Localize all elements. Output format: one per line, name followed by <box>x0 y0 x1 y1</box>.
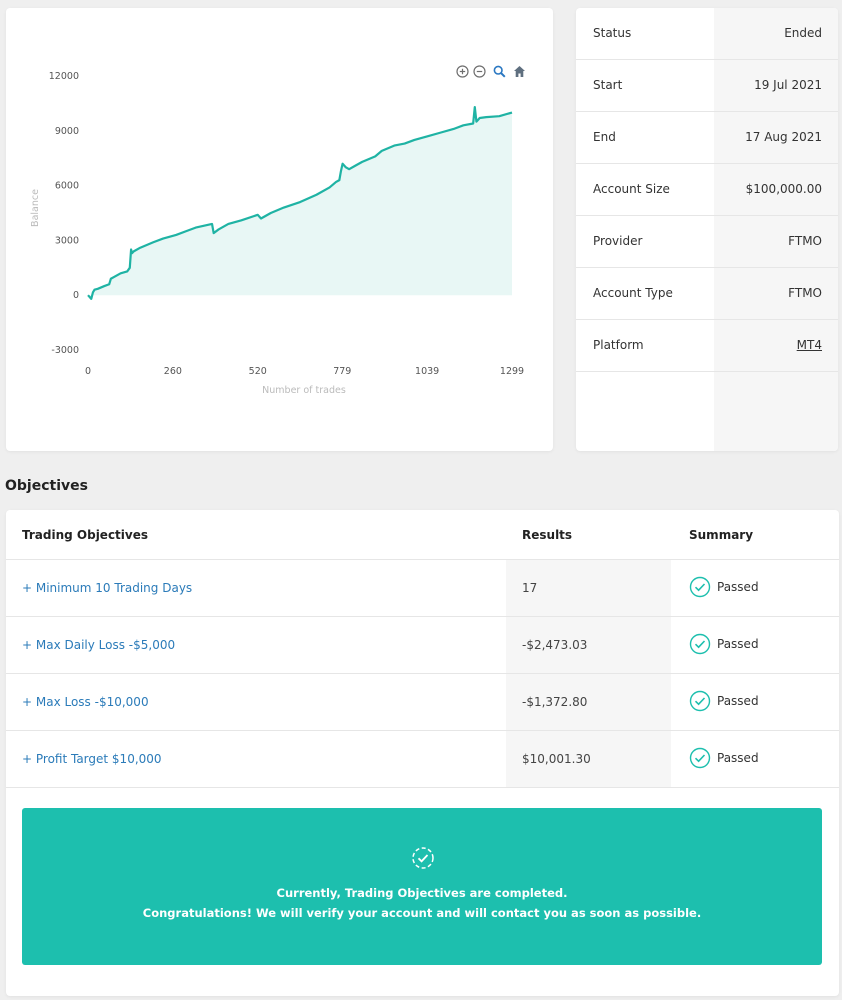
objective-row: + Minimum 10 Trading Days 17 Passed <box>6 560 839 617</box>
y-tick-label: 6000 <box>55 181 79 192</box>
completed-check-icon <box>412 847 434 869</box>
info-value: Ended <box>784 26 822 40</box>
objective-result: -$2,473.03 <box>522 638 588 652</box>
x-tick-label: 779 <box>333 366 351 377</box>
banner-message-line-1: Currently, Trading Objectives are comple… <box>276 886 568 900</box>
info-label: Platform <box>593 338 644 352</box>
objective-row: + Max Daily Loss -$5,000 -$2,473.03 Pass… <box>6 617 839 674</box>
column-header-results: Results <box>522 528 573 542</box>
y-tick-label: 9000 <box>55 126 79 137</box>
value-column-background <box>714 8 838 451</box>
info-row-account-type: Account Type FTMO <box>576 268 838 320</box>
objectives-completed-banner: Currently, Trading Objectives are comple… <box>22 808 822 965</box>
x-tick-label: 520 <box>249 366 267 377</box>
info-value: 19 Jul 2021 <box>754 78 822 92</box>
objective-link[interactable]: + Max Loss -$10,000 <box>22 695 149 709</box>
zoom-out-icon[interactable] <box>471 63 487 79</box>
summary-status: Passed <box>717 694 759 708</box>
info-row-platform: Platform MT4 <box>576 320 838 372</box>
info-label: End <box>593 130 616 144</box>
balance-line <box>87 105 513 300</box>
x-tick-label: 260 <box>164 366 182 377</box>
info-row-account-size: Account Size $100,000.00 <box>576 164 838 216</box>
account-info-card: Status Ended Start 19 Jul 2021 End 17 Au… <box>576 8 838 451</box>
y-tick-label: 0 <box>73 290 79 301</box>
info-value: FTMO <box>788 234 822 248</box>
info-label: Account Size <box>593 182 670 196</box>
y-tick-label: 12000 <box>49 71 79 82</box>
objective-link[interactable]: + Max Daily Loss -$5,000 <box>22 638 176 652</box>
info-value: FTMO <box>788 286 822 300</box>
info-label: Account Type <box>593 286 673 300</box>
info-row-start: Start 19 Jul 2021 <box>576 60 838 112</box>
objectives-table-header: Trading Objectives Results Summary <box>6 510 839 560</box>
x-tick-label: 0 <box>85 366 91 377</box>
objectives-card: Trading Objectives Results Summary + Min… <box>6 510 839 996</box>
objective-result: $10,001.30 <box>522 752 591 766</box>
info-row-provider: Provider FTMO <box>576 216 838 268</box>
balance-chart: 12000 9000 6000 3000 0 -3000 0 260 520 779 1039 129… <box>30 71 524 396</box>
check-circle-icon <box>689 690 711 712</box>
objective-row: + Max Loss -$10,000 -$1,372.80 Passed <box>6 674 839 731</box>
zoom-in-icon[interactable] <box>454 63 470 79</box>
summary-status: Passed <box>717 751 759 765</box>
objective-result: 17 <box>522 581 538 595</box>
y-tick-label: -3000 <box>51 345 79 356</box>
info-label: Status <box>593 26 632 40</box>
info-row-status: Status Ended <box>576 8 838 60</box>
check-circle-icon <box>689 576 711 598</box>
banner-message-line-2: Congratulations! We will verify your acc… <box>142 906 702 920</box>
info-label: Provider <box>593 234 643 248</box>
objective-summary: Passed <box>689 747 759 769</box>
check-circle-icon <box>689 633 711 655</box>
objective-link[interactable]: + Profit Target $10,000 <box>22 752 162 766</box>
x-tick-label: 1039 <box>415 366 439 377</box>
objective-summary: Passed <box>689 576 759 598</box>
summary-status: Passed <box>717 637 759 651</box>
objectives-heading: Objectives <box>5 478 88 494</box>
info-value: $100,000.00 <box>745 182 822 196</box>
info-row-end: End 17 Aug 2021 <box>576 112 838 164</box>
zoom-select-icon[interactable] <box>491 63 507 79</box>
x-axis-label: Number of trades <box>262 385 346 396</box>
balance-chart-card: 12000 9000 6000 3000 0 -3000 0 260 520 779 1039 129… <box>6 8 553 451</box>
objective-summary: Passed <box>689 690 759 712</box>
column-header-objective: Trading Objectives <box>22 528 149 542</box>
objective-result: -$1,372.80 <box>522 695 588 709</box>
y-axis-label: Balance <box>30 189 41 227</box>
reset-home-icon[interactable] <box>511 63 527 79</box>
objective-summary: Passed <box>689 633 759 655</box>
column-header-summary: Summary <box>689 528 754 542</box>
summary-status: Passed <box>717 580 759 594</box>
info-label: Start <box>593 78 623 92</box>
platform-link[interactable]: MT4 <box>796 338 822 352</box>
y-tick-label: 3000 <box>55 235 79 246</box>
x-tick-label: 1299 <box>500 366 524 377</box>
objective-link[interactable]: + Minimum 10 Trading Days <box>22 581 193 595</box>
objective-row: + Profit Target $10,000 $10,001.30 Passe… <box>6 731 839 788</box>
info-value: 17 Aug 2021 <box>745 130 822 144</box>
check-circle-icon <box>689 747 711 769</box>
